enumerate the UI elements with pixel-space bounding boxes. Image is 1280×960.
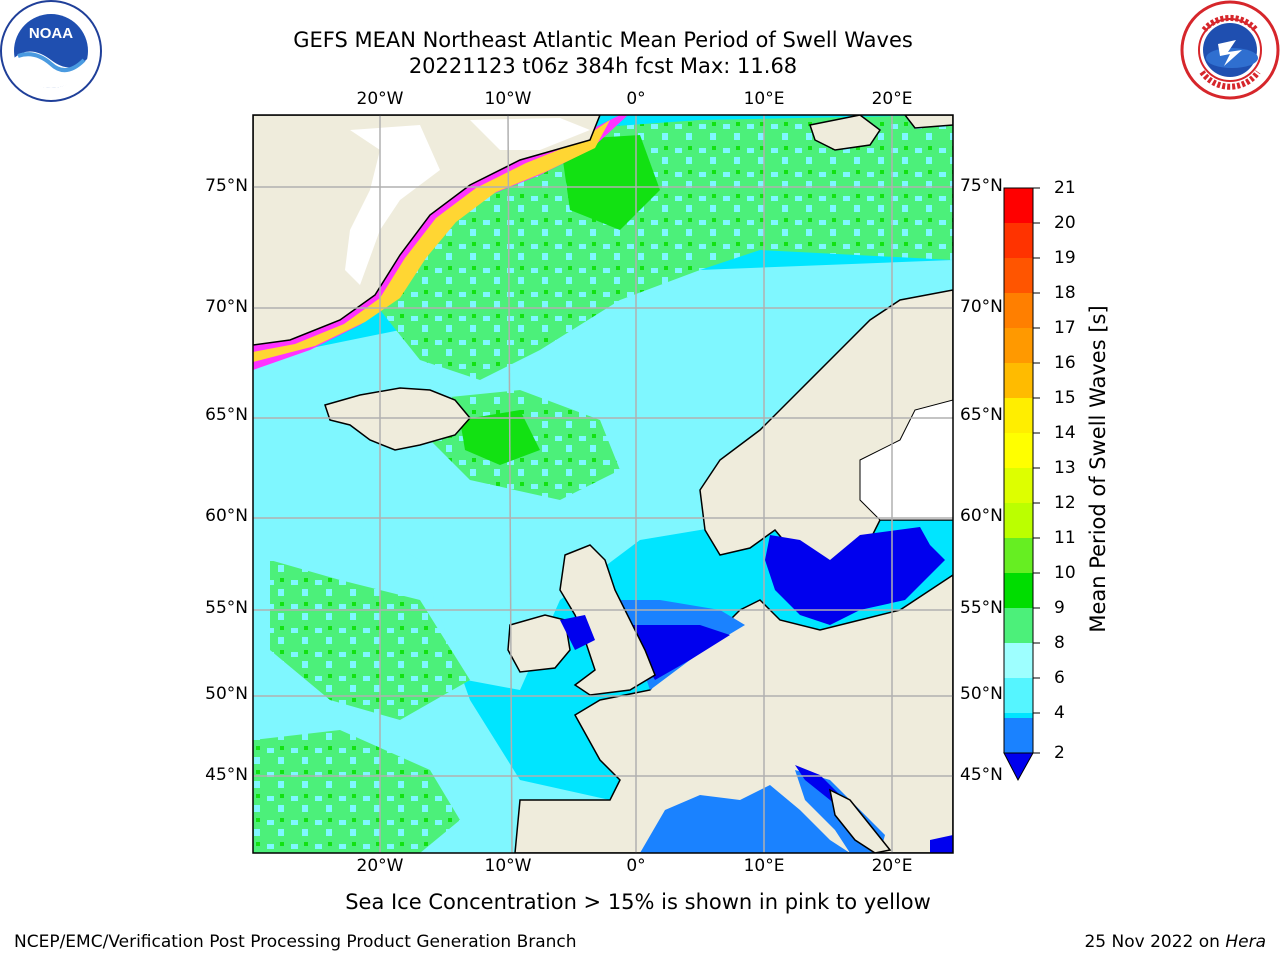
colorbar-tick: 8 bbox=[1054, 633, 1065, 653]
footer-machine: Hera bbox=[1225, 932, 1266, 952]
lat-tick-right: 60°N bbox=[960, 506, 1003, 526]
colorbar-tick: 13 bbox=[1054, 458, 1076, 478]
footer-date: 25 Nov 2022 on Hera bbox=[1084, 932, 1266, 952]
lon-tick-top: 0° bbox=[626, 89, 646, 109]
colorbar-tick: 21 bbox=[1054, 178, 1076, 198]
baltic-sea bbox=[765, 527, 945, 625]
lon-tick-bottom: 20°E bbox=[871, 856, 913, 876]
footer-date-text: 25 Nov 2022 on bbox=[1084, 932, 1226, 952]
colorbar-tick: 15 bbox=[1054, 388, 1076, 408]
svg-text:NOAA: NOAA bbox=[29, 25, 73, 42]
map-plot-area bbox=[253, 115, 953, 853]
lat-tick-left: 70°N bbox=[205, 297, 248, 317]
italy-land bbox=[828, 788, 892, 853]
colorbar-tick: 17 bbox=[1054, 318, 1076, 338]
lat-tick-right: 50°N bbox=[960, 684, 1003, 704]
colorbar-tick: 20 bbox=[1054, 213, 1076, 233]
lon-tick-bottom: 10°W bbox=[484, 856, 532, 876]
map-frame bbox=[252, 114, 954, 854]
colorbar-tick: 9 bbox=[1054, 598, 1065, 618]
lat-tick-left: 55°N bbox=[205, 598, 248, 618]
lon-tick-bottom: 0° bbox=[626, 856, 646, 876]
colorbar-tick: 6 bbox=[1054, 668, 1065, 688]
colorbar-tick: 10 bbox=[1054, 563, 1076, 583]
map-grid bbox=[253, 115, 953, 853]
national-weather-service-logo bbox=[1180, 0, 1280, 100]
lat-tick-left: 45°N bbox=[205, 765, 248, 785]
lon-tick-top: 10°W bbox=[484, 89, 532, 109]
lat-tick-left: 65°N bbox=[205, 405, 248, 425]
colorbar-tick: 19 bbox=[1054, 248, 1076, 268]
iceland-land bbox=[324, 387, 471, 451]
colorbar-tick: 2 bbox=[1054, 743, 1065, 763]
colorbar-tick: 4 bbox=[1054, 703, 1065, 723]
svalbard-land bbox=[809, 115, 882, 151]
colorbar-tick: 11 bbox=[1054, 528, 1076, 548]
lat-tick-right: 75°N bbox=[960, 176, 1003, 196]
colorbar-tick: 16 bbox=[1054, 353, 1076, 373]
lat-tick-left: 60°N bbox=[205, 506, 248, 526]
greenland-land bbox=[253, 115, 601, 346]
lat-tick-right: 55°N bbox=[960, 598, 1003, 618]
lat-tick-right: 70°N bbox=[960, 297, 1003, 317]
footer-credit: NCEP/EMC/Verification Post Processing Pr… bbox=[14, 932, 577, 952]
continental-europe-land bbox=[514, 574, 953, 853]
lon-tick-bottom: 10°E bbox=[743, 856, 785, 876]
colorbar-tick: 14 bbox=[1054, 423, 1076, 443]
chart-title: GEFS MEAN Northeast Atlantic Mean Period… bbox=[293, 28, 913, 52]
lon-tick-top: 20°E bbox=[871, 89, 913, 109]
lat-tick-left: 50°N bbox=[205, 684, 248, 704]
lat-tick-left: 75°N bbox=[205, 176, 248, 196]
lat-tick-right: 65°N bbox=[960, 405, 1003, 425]
mediterranean-sea bbox=[640, 785, 850, 853]
ireland-land bbox=[507, 614, 571, 673]
noaa-logo: NOAA bbox=[0, 0, 102, 102]
colorbar-tick: 12 bbox=[1054, 493, 1076, 513]
lon-tick-bottom: 20°W bbox=[356, 856, 404, 876]
colorbar-tick: 18 bbox=[1054, 283, 1076, 303]
lon-tick-top: 10°E bbox=[743, 89, 785, 109]
colorbar bbox=[1003, 187, 1040, 782]
lat-tick-right: 45°N bbox=[960, 765, 1003, 785]
sea-ice-note: Sea Ice Concentration > 15% is shown in … bbox=[345, 890, 931, 914]
chart-subtitle: 20221123 t06z 384h fcst Max: 11.68 bbox=[408, 54, 798, 78]
greenland-ice-sheet bbox=[345, 125, 440, 285]
colorbar-label: Mean Period of Swell Waves [s] bbox=[1086, 305, 1110, 633]
lon-tick-top: 20°W bbox=[356, 89, 404, 109]
gulf-of-bothnia-ice bbox=[859, 399, 953, 521]
